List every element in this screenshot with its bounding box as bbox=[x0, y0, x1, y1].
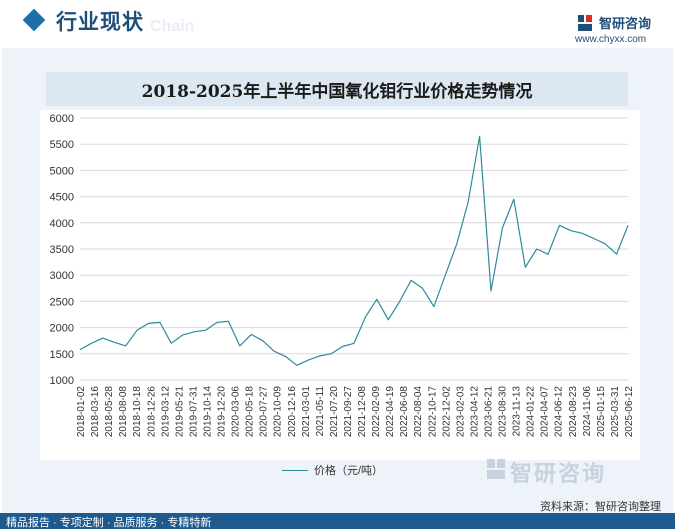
y-tick-label: 2500 bbox=[50, 296, 74, 308]
y-tick-label: 5000 bbox=[50, 165, 74, 177]
x-tick-label: 2024-11-06 bbox=[582, 386, 593, 437]
y-tick-label: 6000 bbox=[50, 113, 74, 125]
section-title: 行业现状 bbox=[56, 11, 144, 34]
logo-name: 智研咨询 bbox=[599, 16, 652, 31]
x-axis: 2018-01-02 2018-03-16 2018-05-28 2018-08-08… bbox=[76, 386, 635, 438]
source-note: 资料来源：智研咨询整理 bbox=[540, 501, 661, 513]
legend-label: 价格（元/吨） bbox=[314, 465, 384, 477]
x-tick-label: 2021-03-01 bbox=[301, 386, 312, 438]
plot-area bbox=[40, 110, 640, 460]
x-tick-label: 2019-03-12 bbox=[160, 386, 171, 438]
footer-bar: 精品报告 · 专项定制 · 品质服务 · 专精特新 bbox=[0, 513, 675, 529]
x-tick-label: 2025-01-15 bbox=[596, 386, 607, 438]
x-tick-label: 2020-10-09 bbox=[273, 386, 284, 438]
x-tick-label: 2020-03-06 bbox=[231, 386, 242, 438]
x-tick-label: 2018-12-26 bbox=[146, 386, 157, 438]
x-tick-label: 2022-06-08 bbox=[399, 386, 410, 438]
y-tick-label: 5500 bbox=[50, 139, 74, 151]
series-line-price bbox=[79, 135, 629, 366]
y-tick-label: 3000 bbox=[50, 270, 74, 282]
x-tick-label: 2020-07-27 bbox=[259, 386, 270, 438]
x-tick-label: 2018-01-02 bbox=[76, 386, 87, 438]
x-tick-label: 2019-05-21 bbox=[174, 386, 185, 438]
x-tick-label: 2023-08-30 bbox=[498, 386, 509, 438]
header-bar: 行业现状 Chain 智研咨询 www.chyxx.com bbox=[0, 0, 675, 52]
x-tick-label: 2020-05-18 bbox=[245, 386, 256, 438]
watermark-logo-icon bbox=[487, 459, 505, 479]
x-tick-label: 2023-06-21 bbox=[483, 386, 494, 438]
y-tick-label: 1500 bbox=[50, 349, 74, 361]
x-tick-label: 2021-09-27 bbox=[343, 386, 354, 438]
x-tick-label: 2023-02-03 bbox=[455, 386, 466, 438]
ghost-text: Chain bbox=[150, 18, 195, 35]
y-tick-label: 3500 bbox=[50, 244, 74, 256]
x-tick-label: 2019-10-14 bbox=[202, 386, 213, 438]
x-tick-label: 2018-08-08 bbox=[118, 386, 129, 438]
y-tick-label: 1000 bbox=[50, 375, 74, 387]
legend-line-swatch bbox=[282, 469, 308, 471]
y-tick-label: 4500 bbox=[50, 192, 74, 204]
series-layer bbox=[79, 135, 629, 366]
x-tick-label: 2023-04-12 bbox=[469, 386, 480, 438]
x-tick-label: 2024-01-22 bbox=[526, 386, 537, 438]
x-tick-label: 2022-12-02 bbox=[441, 386, 452, 438]
x-tick-label: 2022-04-19 bbox=[385, 386, 396, 438]
x-tick-label: 2024-06-12 bbox=[554, 386, 565, 438]
x-tick-label: 2024-04-07 bbox=[540, 386, 551, 438]
chart-legend: 价格（元/吨） bbox=[282, 462, 383, 478]
x-tick-label: 2021-12-08 bbox=[357, 386, 368, 438]
x-tick-label: 2020-12-16 bbox=[287, 386, 298, 438]
x-tick-label: 2021-05-11 bbox=[315, 386, 326, 437]
x-tick-label: 2019-12-20 bbox=[217, 386, 228, 438]
chart-title-bar: 2018-2025年上半年中国氧化钼行业价格走势情况 bbox=[46, 72, 628, 106]
watermark-brand: 智研咨询 bbox=[510, 461, 607, 486]
x-tick-label: 2018-03-16 bbox=[90, 386, 101, 438]
logo-url: www.chyxx.com bbox=[575, 34, 647, 45]
x-tick-label: 2019-07-31 bbox=[188, 386, 199, 438]
x-tick-label: 2022-08-04 bbox=[413, 386, 424, 438]
logo-mark-icon bbox=[578, 15, 592, 31]
footer-text: 精品报告 · 专项定制 · 品质服务 · 专精特新 bbox=[6, 517, 212, 529]
x-tick-label: 2018-05-28 bbox=[104, 386, 115, 438]
x-tick-label: 2025-06-12 bbox=[624, 386, 635, 438]
x-tick-label: 2022-10-17 bbox=[427, 386, 438, 438]
x-tick-label: 2022-02-09 bbox=[371, 386, 382, 438]
x-tick-label: 2023-11-13 bbox=[512, 386, 523, 437]
x-tick-label: 2018-10-18 bbox=[132, 386, 143, 438]
y-tick-label: 4000 bbox=[50, 218, 74, 230]
y-axis: 6000 5500 5000 4500 4000 3500 3000 2500 2000 1500… bbox=[50, 113, 74, 387]
y-tick-label: 2000 bbox=[50, 323, 74, 335]
x-tick-label: 2025-03-31 bbox=[610, 386, 621, 438]
grid-layer bbox=[80, 117, 628, 381]
chart-title: 2018-2025年上半年中国氧化钼行业价格走势情况 bbox=[141, 81, 533, 102]
x-tick-label: 2024-08-23 bbox=[568, 386, 579, 438]
x-tick-label: 2021-07-20 bbox=[329, 386, 340, 438]
